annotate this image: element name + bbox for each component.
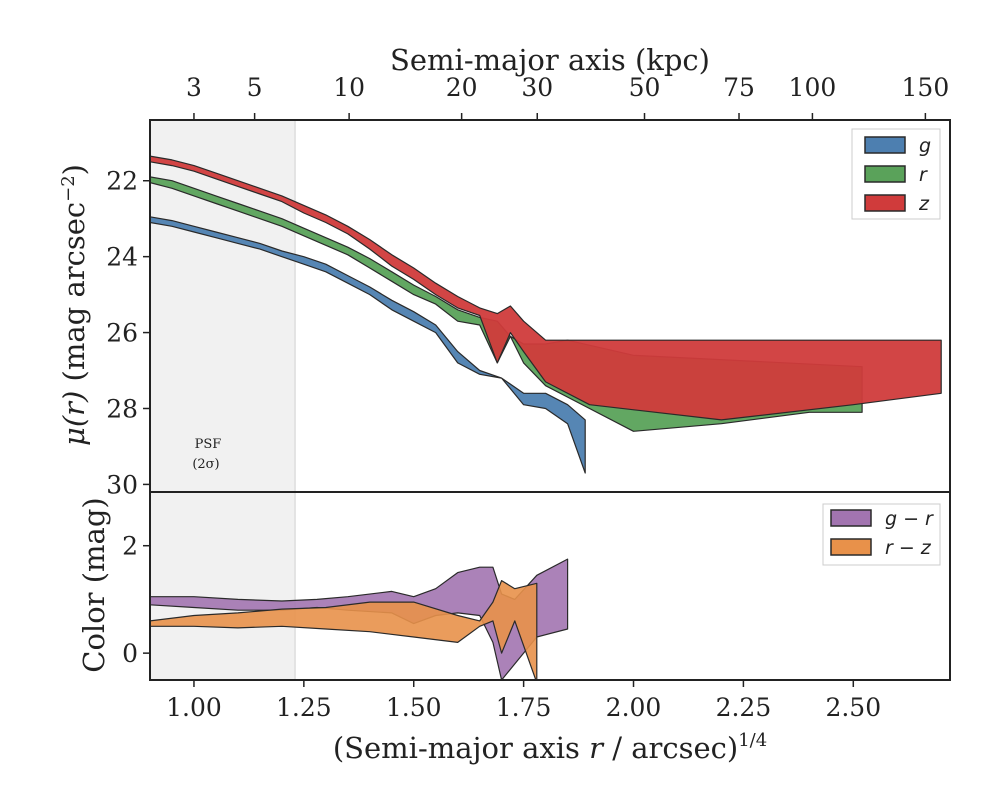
bottom-x-tick-label: 1.50 [386,693,442,722]
top-x-tick-label: 20 [446,73,478,102]
bottom-panel-series [150,558,569,680]
bottom-x-tick-label: 2.25 [716,693,772,722]
bottom-x-tick-label: 2.00 [606,693,662,722]
top-panel-series [150,155,942,474]
bottom-y-tick-label: 2 [122,532,138,561]
top-x-tick-label: 150 [902,73,950,102]
top-x-tick-label: 5 [247,73,263,102]
top-x-tick-label: 75 [723,73,755,102]
top-x-tick-label: 10 [333,73,365,102]
band-color-1 [150,579,538,680]
bottom-legend-label: g − r [885,508,934,530]
bottom-x-tick-label: 1.25 [276,693,332,722]
bottom-x-axis-title: (Semi-major axis r / arcsec)1/4 [333,730,767,765]
psf-label-line1: PSF [195,437,222,452]
band-z [150,155,942,421]
top-x-tick-label: 30 [521,73,553,102]
top-y-tick-label: 22 [106,167,138,196]
top-legend: grz [851,128,941,220]
top-y-axis-title: μ(r) (mag arcsec−2) [57,164,91,446]
top-x-tick-label: 50 [629,73,661,102]
bottom-x-tick-label: 1.00 [166,693,222,722]
bottom-legend-entries: g − r r − z [830,508,934,559]
bottom-legend-swatch [830,509,872,527]
bottom-legend: g − r r − z [822,503,941,566]
top-legend-swatch [864,165,906,183]
top-legend-entries: grz [864,135,931,215]
psf-region-layer [150,120,296,680]
bottom-legend-swatch [830,538,872,556]
top-y-tick-label: 24 [106,243,138,272]
band-g [150,216,586,474]
psf-label-line2: (2σ) [192,457,219,472]
top-x-tick-label: 100 [789,73,837,102]
top-y-tick-label: 30 [106,470,138,499]
axes-frames [149,119,951,681]
bottom-panel-frame [149,491,951,681]
bottom-y-axis-title: Color (mag) [77,497,111,672]
bottom-x-tick-label: 2.50 [825,693,881,722]
top-x-tick-label: 3 [186,73,202,102]
bottom-legend-label: r − z [885,537,932,559]
top-legend-label: z [918,193,930,215]
top-y-tick-label: 28 [106,394,138,423]
psf-shaded-region [150,120,296,680]
top-legend-label: r [919,164,928,186]
top-y-tick-label: 26 [106,319,138,348]
bottom-y-tick-label: 0 [122,639,138,668]
top-legend-swatch [864,194,906,212]
top-legend-label: g [919,135,931,157]
tick-marks-and-labels: 22 24 26 28 30 0 2 1.00 1.25 1.50 1.75 2.00 2.25 2.50… [106,73,949,722]
top-x-axis-title: Semi-major axis (kpc) [390,43,710,77]
bottom-x-tick-label: 1.75 [496,693,552,722]
top-legend-swatch [864,136,906,154]
